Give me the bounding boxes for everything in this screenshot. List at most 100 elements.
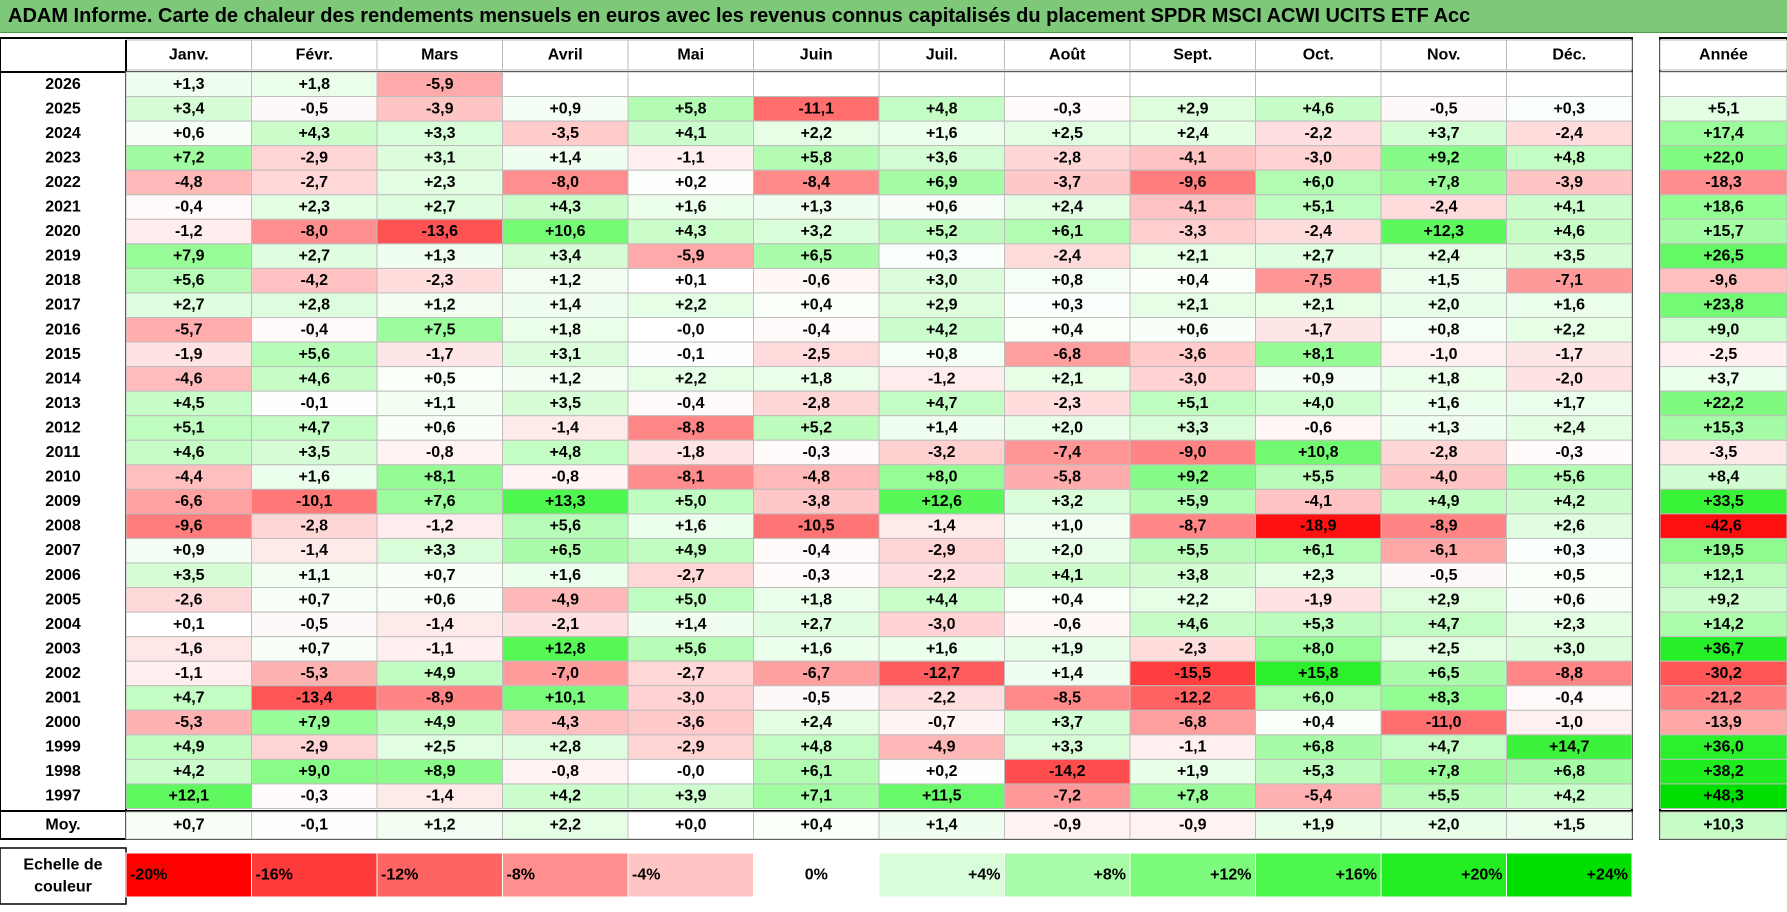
heat-cell bbox=[125, 734, 252, 760]
column-header-12: Déc. bbox=[1552, 47, 1586, 64]
heat-cell bbox=[251, 415, 378, 441]
cell-value: -3,9 bbox=[1555, 174, 1583, 191]
heat-cell bbox=[376, 341, 503, 368]
cell-value: +1,2 bbox=[549, 370, 581, 387]
cell-value: +7,8 bbox=[1428, 174, 1460, 191]
cell-value: -2,4 bbox=[1430, 199, 1458, 216]
heat-cell bbox=[1380, 611, 1507, 638]
column-header-cell bbox=[627, 39, 754, 71]
cell-value: +2,9 bbox=[1177, 100, 1209, 117]
cell-value: +5,3 bbox=[1302, 616, 1334, 633]
cell-value: +4,2 bbox=[1553, 788, 1585, 805]
cell-value: -13,6 bbox=[422, 223, 459, 240]
heat-cell bbox=[1380, 169, 1507, 196]
cell-value: +4,9 bbox=[173, 739, 205, 756]
year-value: +15,7 bbox=[1703, 223, 1744, 240]
heat-cell bbox=[627, 267, 754, 294]
cell-value: +8,1 bbox=[1302, 346, 1334, 363]
heat-cell bbox=[251, 758, 378, 785]
cell-value: +10,6 bbox=[545, 223, 586, 240]
heat-cell bbox=[878, 685, 1005, 711]
year-column-header: Année bbox=[1699, 47, 1748, 64]
cell-value: -6,6 bbox=[175, 493, 203, 510]
heat-cell bbox=[502, 169, 629, 196]
heat-cell bbox=[376, 71, 503, 98]
year-heat-cell bbox=[1659, 587, 1787, 613]
cell-value: +10,1 bbox=[545, 690, 586, 707]
cell-value: -1,2 bbox=[426, 518, 454, 535]
cell-value: -6,8 bbox=[1179, 714, 1207, 731]
cell-value: +4,6 bbox=[173, 444, 205, 461]
cell-value: -1,6 bbox=[175, 640, 203, 657]
cell-value: +4,6 bbox=[1553, 223, 1585, 240]
cell-value: +5,8 bbox=[675, 100, 707, 117]
heat-cell bbox=[1129, 390, 1256, 417]
heat-cell bbox=[1380, 488, 1507, 515]
cell-value: -2,8 bbox=[1430, 444, 1458, 461]
cell-value: -3,5 bbox=[551, 125, 579, 142]
heat-cell bbox=[376, 218, 503, 245]
cell-value: -3,6 bbox=[677, 714, 705, 731]
heat-cell bbox=[1255, 341, 1382, 368]
cell-value: +4,7 bbox=[298, 419, 330, 436]
heat-cell bbox=[1004, 758, 1131, 785]
heat-cell bbox=[1129, 218, 1256, 245]
cell-value: +2,5 bbox=[1428, 640, 1460, 657]
average-cell bbox=[878, 811, 1005, 840]
cell-value: -0,5 bbox=[1430, 100, 1458, 117]
cell-value: -3,0 bbox=[1179, 370, 1207, 387]
cell-value: +1,3 bbox=[800, 199, 832, 216]
heat-cell bbox=[627, 513, 754, 539]
cell-value: +3,3 bbox=[424, 125, 456, 142]
heat-cell bbox=[1255, 611, 1382, 638]
heat-cell bbox=[502, 145, 629, 171]
heat-cell bbox=[1506, 415, 1633, 441]
cell-value: +1,8 bbox=[800, 370, 832, 387]
heat-cell bbox=[1004, 292, 1131, 319]
heat-cell bbox=[1506, 464, 1633, 490]
cell-value: -0,8 bbox=[551, 763, 579, 780]
heat-cell bbox=[251, 366, 378, 392]
heat-cell bbox=[502, 439, 629, 466]
heat-cell bbox=[1004, 96, 1131, 122]
cell-value: +2,1 bbox=[1177, 297, 1209, 314]
cell-value: +2,6 bbox=[1553, 518, 1585, 535]
cell-value: -3,0 bbox=[928, 616, 956, 633]
cell-value: +2,9 bbox=[926, 297, 958, 314]
heat-cell bbox=[502, 709, 629, 736]
cell-value: +1,9 bbox=[1177, 763, 1209, 780]
year-heat-cell bbox=[1659, 734, 1787, 760]
cell-value: +4,7 bbox=[1428, 739, 1460, 756]
heat-cell bbox=[1255, 366, 1382, 392]
column-header-cell bbox=[251, 39, 378, 71]
heat-cell bbox=[1129, 71, 1256, 98]
column-header-2: Févr. bbox=[296, 47, 333, 64]
heat-cell bbox=[1380, 660, 1507, 687]
heat-cell bbox=[125, 513, 252, 539]
column-header-6: Juin bbox=[800, 47, 833, 64]
cell-value: +1,9 bbox=[1051, 640, 1083, 657]
row-label-2017: 2017 bbox=[45, 297, 81, 314]
heat-cell bbox=[878, 366, 1005, 392]
heat-cell bbox=[376, 587, 503, 613]
heat-cell bbox=[502, 341, 629, 368]
year-value: +9,2 bbox=[1708, 591, 1740, 608]
heat-cell bbox=[627, 464, 754, 490]
cell-value: -8,8 bbox=[1555, 665, 1583, 682]
cell-value: -2,2 bbox=[928, 567, 956, 584]
cell-value: +0,2 bbox=[926, 763, 958, 780]
cell-value: +0,6 bbox=[926, 199, 958, 216]
cell-value: -2,3 bbox=[1179, 640, 1207, 657]
heat-cell bbox=[1004, 709, 1131, 736]
average-cell bbox=[1004, 811, 1131, 840]
year-value: +23,8 bbox=[1703, 297, 1744, 314]
heat-cell bbox=[753, 636, 880, 662]
cell-value: -4,8 bbox=[802, 469, 830, 486]
cell-value: +2,4 bbox=[1428, 248, 1460, 265]
cell-value: +3,5 bbox=[298, 444, 330, 461]
cell-value: -2,3 bbox=[426, 272, 454, 289]
cell-value: -8,1 bbox=[677, 469, 705, 486]
cell-value: +2,3 bbox=[424, 174, 456, 191]
cell-value: +4,9 bbox=[424, 665, 456, 682]
heat-cell bbox=[753, 267, 880, 294]
